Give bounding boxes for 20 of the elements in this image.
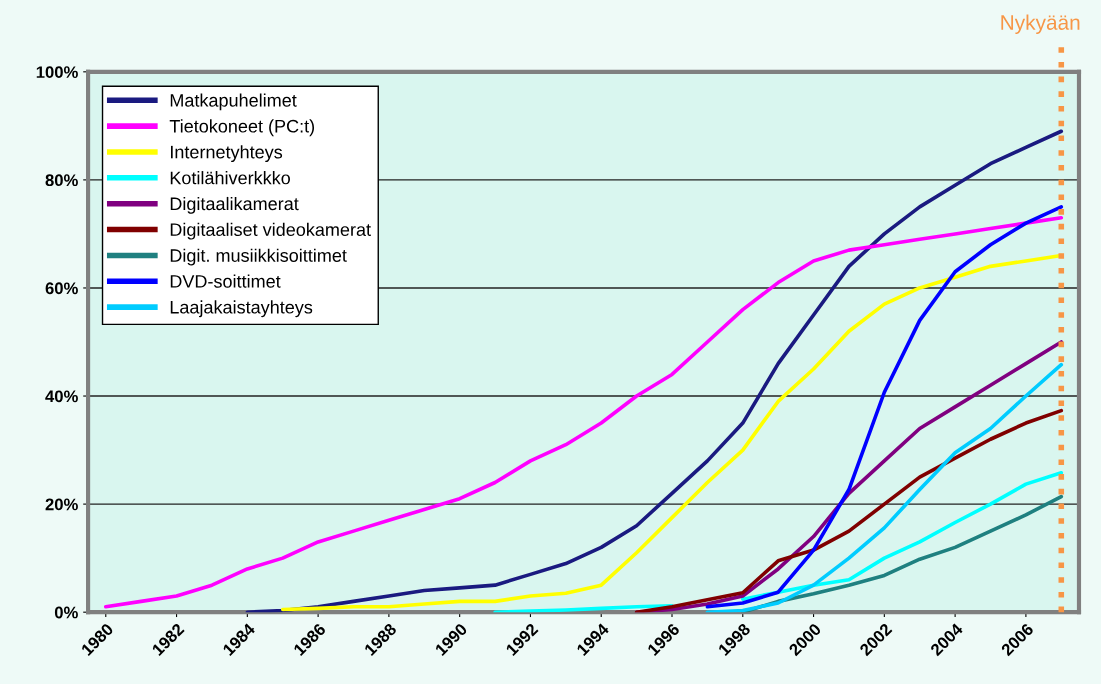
y-tick-label: 40% bbox=[45, 390, 78, 403]
legend-label: Internetyhteys bbox=[171, 145, 283, 163]
legend-label: Digitaalikamerat bbox=[170, 196, 299, 214]
y-tick-label: 0% bbox=[54, 606, 78, 619]
legend-label: Laajakaistayhteys bbox=[170, 300, 313, 318]
legend-label: DVD-soittimet bbox=[170, 274, 281, 288]
y-tick-label: 100% bbox=[36, 66, 78, 79]
legend-label: Matkapuhelimet bbox=[170, 93, 297, 111]
legend-label: Kotilähiverkkko bbox=[170, 171, 290, 185]
legend-label: Digit. musiikkisoittimet bbox=[170, 248, 347, 266]
line-series bbox=[103, 215, 1064, 609]
y-tick-label: 20% bbox=[45, 498, 78, 511]
legend-label: Tietokoneet (PC:t) bbox=[169, 119, 315, 137]
line-series bbox=[705, 362, 1064, 613]
line-series bbox=[634, 408, 1064, 613]
ref-line-label: Nykyään bbox=[1001, 14, 1080, 34]
legend-label: Digitaaliset videokamerat bbox=[170, 222, 371, 240]
y-tick-label: 80% bbox=[45, 174, 78, 187]
y-tick-label: 60% bbox=[45, 282, 78, 295]
line-series bbox=[705, 205, 1064, 609]
